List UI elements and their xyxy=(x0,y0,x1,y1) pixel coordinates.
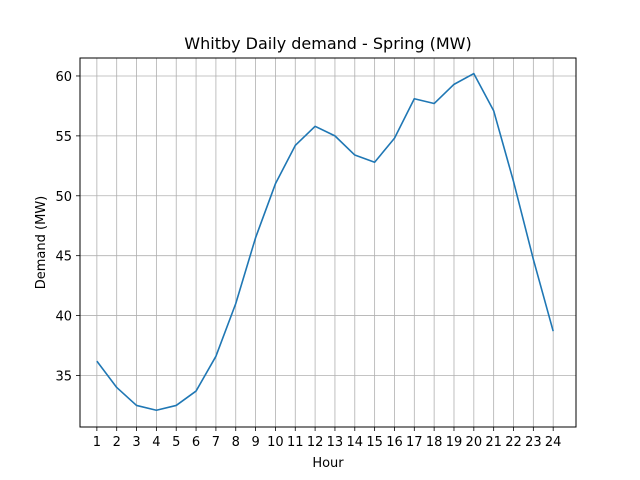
x-tick-label: 7 xyxy=(212,435,220,450)
x-tick-label: 9 xyxy=(251,435,259,450)
y-tick-label: 60 xyxy=(55,70,72,85)
series-line xyxy=(96,72,554,412)
x-tick-label: 10 xyxy=(267,435,284,450)
y-axis-ticks: 35 40 45 50 55 60 xyxy=(55,70,80,384)
grid-lines xyxy=(80,58,576,427)
x-tick-label: 19 xyxy=(446,435,463,450)
x-tick-label: 1 xyxy=(93,435,101,450)
x-tick-label: 17 xyxy=(406,435,423,450)
x-tick-label: 12 xyxy=(307,435,324,450)
x-axis-label: Hour xyxy=(312,456,344,471)
chart-title: Whitby Daily demand - Spring (MW) xyxy=(184,34,471,53)
y-axis-label: Demand (MW) xyxy=(34,196,49,289)
x-tick-label: 24 xyxy=(545,435,562,450)
x-tick-label: 20 xyxy=(466,435,483,450)
x-tick-label: 11 xyxy=(287,435,304,450)
x-tick-label: 4 xyxy=(152,435,160,450)
x-tick-label: 6 xyxy=(192,435,200,450)
x-axis-ticks: 1 2 3 4 5 6 7 8 9 10 11 12 13 14 15 16 17 18 19 20 21 22 23 24 xyxy=(93,427,562,450)
x-tick-label: 13 xyxy=(327,435,344,450)
x-tick-label: 23 xyxy=(525,435,542,450)
x-tick-label: 5 xyxy=(172,435,180,450)
y-tick-label: 35 xyxy=(55,369,72,384)
x-tick-label: 3 xyxy=(132,435,140,450)
x-tick-label: 15 xyxy=(366,435,383,450)
x-tick-label: 22 xyxy=(505,435,522,450)
x-tick-label: 18 xyxy=(426,435,443,450)
y-tick-label: 45 xyxy=(55,250,72,265)
x-tick-label: 21 xyxy=(485,435,502,450)
x-tick-label: 14 xyxy=(347,435,364,450)
plot-frame xyxy=(79,57,577,428)
x-tick-label: 8 xyxy=(232,435,240,450)
x-tick-label: 16 xyxy=(386,435,403,450)
y-tick-label: 55 xyxy=(55,130,72,145)
x-tick-label: 2 xyxy=(113,435,121,450)
series-group xyxy=(96,72,554,412)
y-tick-label: 40 xyxy=(55,310,72,325)
y-tick-label: 50 xyxy=(55,190,72,205)
